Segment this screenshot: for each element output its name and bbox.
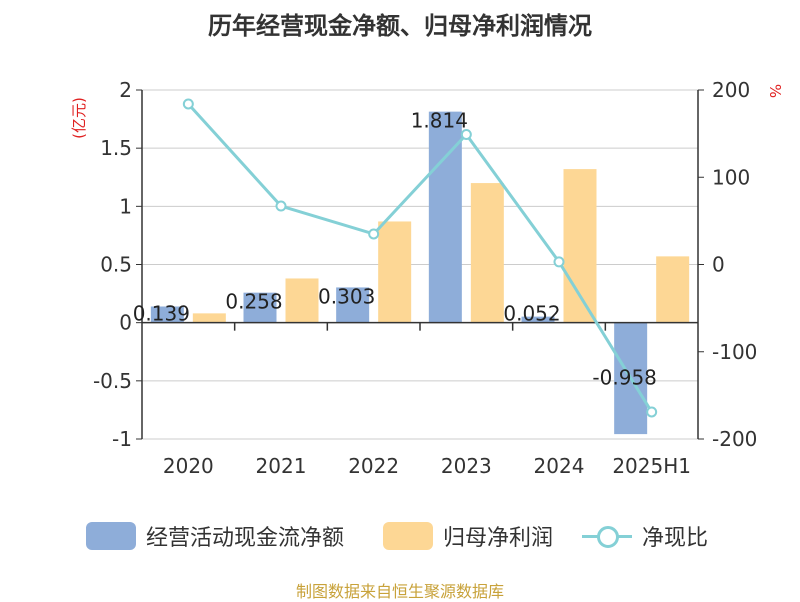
bar-cash-flow — [336, 287, 370, 323]
ratio-point — [553, 256, 565, 268]
ratio-point — [182, 98, 194, 110]
legend-item-cash-flow[interactable]: 经营活动现金流净额 — [86, 518, 344, 554]
legend-swatch-ratio — [582, 522, 632, 550]
legend-label-cash-flow: 经营活动现金流净额 — [146, 526, 345, 551]
category-label: 2020 — [163, 454, 214, 478]
chart-title: 历年经营现金净额、归母净利润情况 — [208, 12, 592, 40]
ratio-line — [187, 102, 653, 413]
data-label-cash-flow: -0.958 — [592, 366, 656, 390]
bar-cash-flow — [150, 306, 184, 323]
right-tick-label: 0 — [712, 253, 725, 277]
ratio-point — [460, 128, 472, 140]
right-tick-label: 200 — [712, 78, 750, 102]
bar-cash-flow — [521, 316, 555, 323]
data-label-cash-flow: 0.139 — [133, 302, 190, 326]
left-tick-label: 0 — [119, 311, 132, 335]
chart-canvas: 0.139 0.258 0.303 1.814 0.052 -0.958 2 1.5 1 0.5… — [70, 78, 784, 478]
data-label-cash-flow: 0.303 — [318, 284, 375, 308]
left-tick-label: 1.5 — [100, 136, 132, 160]
bar-net-profit — [470, 183, 504, 323]
bar-series — [150, 111, 690, 435]
ratio-point — [646, 406, 658, 418]
bar-net-profit — [285, 278, 319, 323]
legend-label-ratio: 净现比 — [642, 526, 709, 551]
right-tick-label: 100 — [712, 165, 750, 189]
bar-net-profit — [563, 169, 597, 323]
left-axis-unit: (亿元) — [70, 97, 88, 139]
grid-lines — [142, 89, 698, 440]
left-tick-label: 2 — [119, 78, 132, 102]
category-label: 2021 — [256, 454, 307, 478]
category-label: 2025H1 — [612, 454, 691, 478]
bar-net-profit — [192, 313, 226, 323]
source-note: 制图数据来自恒生聚源数据库 — [295, 582, 504, 601]
bar-cash-flow — [243, 292, 277, 323]
category-label: 2022 — [348, 454, 399, 478]
data-label-cash-flow: 1.814 — [411, 109, 468, 133]
category-label: 2023 — [441, 454, 492, 478]
legend-item-ratio[interactable]: 净现比 — [582, 518, 708, 554]
right-axis-unit: % — [766, 84, 784, 98]
bar-net-profit — [378, 221, 412, 323]
chart-legend: 经营活动现金流净额 归母净利润 净现比 — [0, 518, 800, 554]
data-labels: 0.139 0.258 0.303 1.814 0.052 -0.958 — [133, 109, 657, 390]
data-label-cash-flow: 0.052 — [503, 302, 560, 326]
right-tick-label: -200 — [712, 427, 757, 451]
legend-label-net-profit: 归母净利润 — [443, 526, 554, 551]
legend-swatch-net-profit — [383, 522, 433, 550]
left-tick-label: -1 — [112, 427, 132, 451]
data-label-cash-flow: 0.258 — [225, 290, 282, 314]
left-tick-label: 0.5 — [100, 253, 132, 277]
category-label: 2024 — [534, 454, 585, 478]
left-tick-label: -0.5 — [93, 369, 132, 393]
axes — [136, 89, 704, 440]
left-tick-label: 1 — [119, 194, 132, 218]
right-tick-label: -100 — [712, 340, 757, 364]
bar-net-profit — [656, 256, 690, 323]
tick-labels: 2 1.5 1 0.5 0 -0.5 -1 200 100 0 -100 -200 2020 2021 20… — [93, 78, 757, 478]
ratio-line-series — [182, 98, 658, 418]
legend-swatch-cash-flow — [86, 522, 136, 550]
ratio-point — [368, 228, 380, 240]
ratio-point — [275, 200, 287, 212]
legend-item-net-profit[interactable]: 归母净利润 — [383, 518, 553, 554]
